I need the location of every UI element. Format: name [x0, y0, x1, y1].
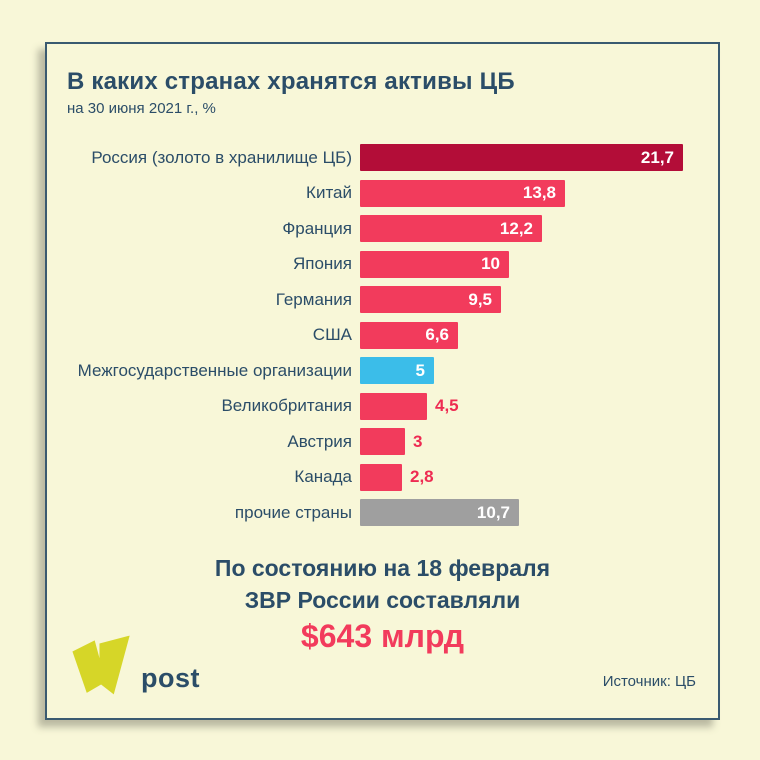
bar-zone: 2,8: [360, 463, 718, 491]
chart-row: Япония 10: [47, 250, 718, 278]
bar-zone: 9,5: [360, 286, 718, 313]
bar-zone: 4,5: [360, 392, 718, 420]
chart-row: США 6,6: [47, 321, 718, 349]
footer-note: По состоянию на 18 февраля ЗВР России со…: [47, 552, 718, 616]
bar: 21,7: [360, 144, 683, 171]
bar: 5: [360, 357, 434, 384]
chart-row: Китай 13,8: [47, 179, 718, 207]
bar: 13,8: [360, 179, 565, 207]
value-label: 4,5: [435, 396, 459, 415]
source-label: Источник: ЦБ: [602, 673, 696, 690]
chart-subtitle: на 30 июня 2021 г., %: [67, 100, 216, 117]
category-label: Россия (золото в хранилище ЦБ): [91, 147, 352, 167]
logo-text: post: [141, 663, 200, 693]
bar: [360, 428, 405, 455]
category-label: Канада: [294, 467, 352, 486]
footer-note-line2: ЗВР России составляли: [244, 587, 521, 613]
bar-zone: 5: [360, 357, 718, 384]
category-label: Франция: [282, 218, 352, 238]
value-label: 13,8: [522, 183, 556, 202]
category-label: Австрия: [287, 431, 352, 451]
bar: 10,7: [360, 499, 519, 526]
footer-note-line1: По состоянию на 18 февраля: [214, 555, 551, 581]
reserves-amount: $643 млрд: [300, 618, 465, 654]
bar: [360, 392, 427, 420]
bar: 9,5: [360, 286, 501, 313]
chart-row: Франция 12,2: [47, 215, 718, 242]
bar-zone: 10,7: [360, 499, 718, 526]
value-label: 10,7: [476, 502, 510, 522]
chart-row: Межгосударственные организации 5: [47, 357, 718, 384]
bar-chart: Россия (золото в хранилище ЦБ) 21,7 Китай 1…: [47, 144, 718, 535]
category-label: Германия: [275, 289, 352, 309]
bar: 12,2: [360, 215, 542, 242]
category-label: Межгосударственные организации: [77, 360, 352, 380]
value-label: 21,7: [640, 147, 674, 167]
value-label: 6,6: [425, 325, 449, 344]
value-label: 3: [413, 431, 423, 451]
value-label: 5: [415, 360, 425, 380]
bar-zone: 21,7: [360, 144, 718, 171]
chart-row: Россия (золото в хранилище ЦБ) 21,7: [47, 144, 718, 171]
chart-row: Австрия 3: [47, 428, 718, 455]
chart-row: Великобритания 4,5: [47, 392, 718, 420]
bar: [360, 463, 402, 491]
v-ribbon-icon: [72, 635, 130, 695]
value-label: 10: [481, 254, 500, 273]
category-label: Япония: [292, 254, 352, 273]
chart-row: Германия 9,5: [47, 286, 718, 313]
infographic-card: В каких странах хранятся активы ЦБ на 30…: [45, 42, 720, 720]
category-label: США: [312, 325, 352, 344]
category-label: Великобритания: [221, 396, 352, 415]
bar: 10: [360, 250, 509, 278]
chart-row: Канада 2,8: [47, 463, 718, 491]
page-title: В каких странах хранятся активы ЦБ: [67, 68, 515, 95]
bar-zone: 13,8: [360, 179, 718, 207]
category-label: прочие страны: [234, 502, 352, 522]
value-label: 12,2: [499, 218, 533, 238]
vpost-logo: post: [69, 634, 200, 696]
bar-zone: 6,6: [360, 321, 718, 349]
bar: 6,6: [360, 321, 458, 349]
value-label: 9,5: [468, 289, 492, 309]
bar-zone: 10: [360, 250, 718, 278]
bar-zone: 3: [360, 428, 718, 455]
category-label: Китай: [306, 183, 352, 202]
chart-row: прочие страны 10,7: [47, 499, 718, 526]
value-label: 2,8: [410, 467, 434, 486]
bar-zone: 12,2: [360, 215, 718, 242]
